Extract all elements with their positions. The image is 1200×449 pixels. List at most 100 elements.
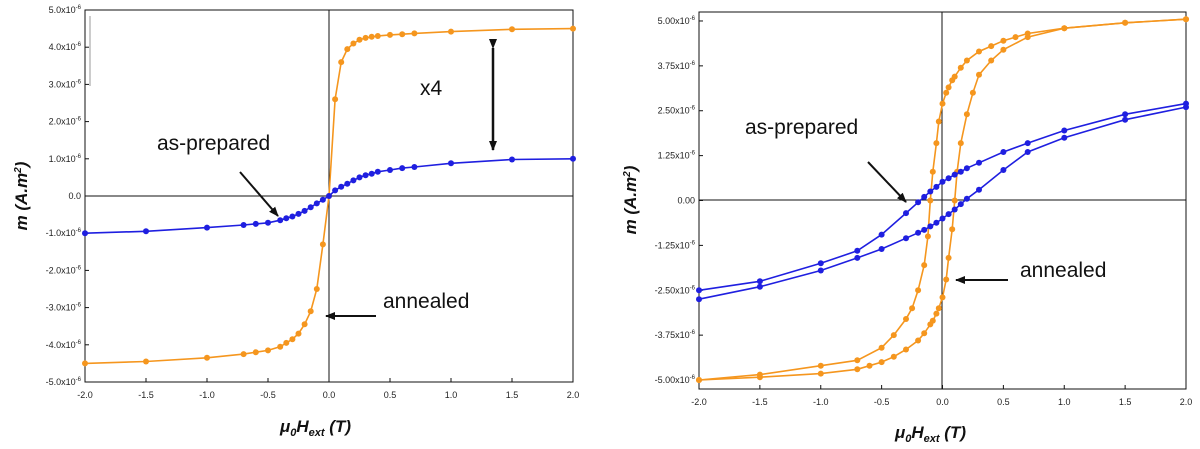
y-tick-label: 2.50x10-6 <box>658 106 696 116</box>
annealed-data-point <box>356 36 363 43</box>
x-tick-label: -1.5 <box>138 390 154 400</box>
as_prepared-data-point <box>878 231 885 238</box>
tick-layer: -2.0 -1.5 -1.0 -0.5 0.0 0.5 1.0 1.5 2.0 -5.0x10-6… <box>46 5 580 400</box>
y-tick-label: -2.0x10-6 <box>46 265 82 275</box>
as_prepared-data-point <box>204 224 210 231</box>
x-tick-label: 1.5 <box>1119 397 1132 407</box>
y-tick-label: -1.0x10-6 <box>46 228 82 238</box>
y-tick-label: 5.0x10-6 <box>49 5 82 15</box>
x-tick-label: 2.0 <box>1180 397 1193 407</box>
x-tick-label: -1.0 <box>813 397 829 407</box>
annealed-data-point <box>143 358 149 365</box>
as_prepared-data-point <box>307 204 314 211</box>
y-tick-label: -5.00x10-6 <box>655 375 696 385</box>
annealed-data-point <box>939 100 946 107</box>
y-tick-label: 5.00x10-6 <box>658 16 696 26</box>
x-tick-label: -2.0 <box>77 390 93 400</box>
as_prepared-data-point <box>854 254 861 261</box>
x-tick-label: 1.0 <box>445 390 458 400</box>
as_prepared-data-point <box>756 278 763 285</box>
annealed-data-point <box>957 64 964 71</box>
annealed-data-point <box>319 241 326 248</box>
left-chart: -2.0 -1.5 -1.0 -0.5 0.0 0.5 1.0 1.5 2.0 -5.0x10-6… <box>12 5 579 439</box>
annealed-data-point <box>976 71 982 78</box>
annealed-data-point <box>448 28 454 35</box>
annealed-data-point <box>817 370 824 377</box>
annealed-data-point <box>951 73 958 80</box>
as_prepared-data-point <box>945 211 952 218</box>
y-tick-label: 4.0x10-6 <box>49 42 82 52</box>
annealed-data-point <box>332 96 339 103</box>
as_prepared-data-point <box>915 229 922 236</box>
annealed-data-point <box>921 330 928 337</box>
as_prepared-data-point <box>903 210 909 217</box>
as_prepared-data-point <box>951 171 958 178</box>
annealed-label: annealed <box>383 290 469 313</box>
y-tick-label: -2.50x10-6 <box>655 285 696 295</box>
annealed-data-point <box>696 377 702 383</box>
x-tick-label: 1.0 <box>1058 397 1071 407</box>
as_prepared-data-point <box>362 172 369 179</box>
x-tick-label: -0.5 <box>874 397 890 407</box>
annealed-data-point <box>951 197 958 204</box>
as_prepared-data-point <box>399 165 406 172</box>
y-tick-label: -3.0x10-6 <box>46 303 82 313</box>
y-tick-label: 3.0x10-6 <box>49 79 82 89</box>
annealed-data-point <box>344 46 351 53</box>
annealed-data-point <box>387 31 393 38</box>
annealed-data-point <box>411 30 418 37</box>
annealed-data-point <box>903 346 909 353</box>
as_prepared-data-point <box>277 217 284 224</box>
annealed-data-point <box>933 140 940 147</box>
y-tick-label: -1.25x10-6 <box>655 240 696 250</box>
annealed-data-point <box>307 308 314 315</box>
annealed-data-point <box>817 362 824 369</box>
annealed-data-point <box>399 31 406 38</box>
annealed-data-point <box>82 360 88 367</box>
as_prepared-data-point <box>1061 127 1068 134</box>
as_prepared-data-point <box>817 260 824 267</box>
as-prepared-arrow <box>867 161 907 203</box>
as_prepared-data-point <box>265 219 271 226</box>
annealed-data-point <box>252 349 259 356</box>
as_prepared-data-point <box>933 219 940 226</box>
x-tick-label: 2.0 <box>567 390 580 400</box>
as_prepared-data-point <box>854 247 861 254</box>
as_prepared-data-point <box>927 223 934 230</box>
annealed-data-point <box>289 336 296 343</box>
annealed-data-point <box>509 26 515 33</box>
y-axis-label: m (A.m2) <box>621 165 640 234</box>
as_prepared-data-point <box>411 164 418 170</box>
annealed-data-point <box>878 344 885 351</box>
as_prepared-data-point <box>976 186 982 193</box>
annealed-data-point <box>204 354 210 361</box>
annealed-data-point <box>957 140 964 147</box>
right-chart: -2.0 -1.5 -1.0 -0.5 0.0 0.5 1.0 1.5 2.0 -5.00x10-… <box>621 11 1193 445</box>
annealed-data-point <box>283 339 290 346</box>
annealed-data-point <box>854 366 861 373</box>
as_prepared-data-point <box>338 183 345 190</box>
x-tick-label: -2.0 <box>691 397 707 407</box>
y-tick-label: 3.75x10-6 <box>658 61 696 71</box>
annealed-data-point <box>943 276 950 283</box>
annealed-data-point <box>368 33 375 40</box>
as_prepared-data-point <box>696 296 702 303</box>
as_prepared-data-point <box>1122 111 1129 118</box>
as_prepared-data-point <box>921 226 928 233</box>
as_prepared-data-point <box>448 160 454 167</box>
annealed-data-point <box>338 59 345 66</box>
annealed-data-point <box>878 359 885 366</box>
series-layer <box>696 16 1189 383</box>
as_prepared-data-point <box>963 195 970 202</box>
x-tick-label: 0.0 <box>936 397 949 407</box>
y-tick-label: -5.0x10-6 <box>46 377 82 387</box>
annealed-data-point <box>362 34 369 41</box>
as_prepared-data-point <box>283 215 290 222</box>
as_prepared-data-point <box>252 220 259 227</box>
as_prepared-data-point <box>570 155 576 162</box>
as_prepared-data-point <box>82 230 88 237</box>
as_prepared-data-point <box>1000 167 1007 173</box>
annealed-data-point <box>935 118 942 125</box>
as_prepared-data-point <box>1061 134 1068 141</box>
as_prepared-data-point <box>326 193 332 199</box>
